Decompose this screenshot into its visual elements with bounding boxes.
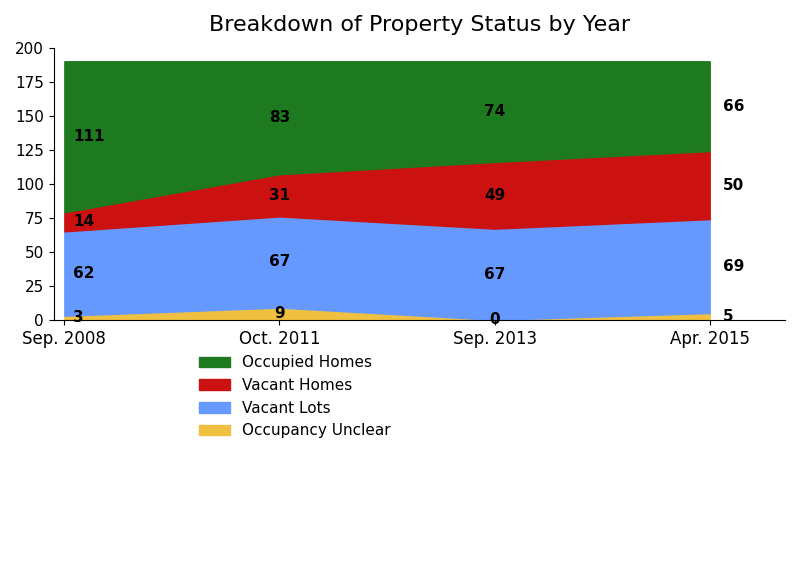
Text: 69: 69 <box>722 258 744 273</box>
Text: 111: 111 <box>73 129 105 144</box>
Text: 3: 3 <box>73 310 83 325</box>
Text: 9: 9 <box>274 306 285 321</box>
Text: 50: 50 <box>722 178 744 193</box>
Legend: Occupied Homes, Vacant Homes, Vacant Lots, Occupancy Unclear: Occupied Homes, Vacant Homes, Vacant Lot… <box>193 349 397 444</box>
Text: 67: 67 <box>484 267 506 282</box>
Text: 31: 31 <box>269 188 290 203</box>
Text: 62: 62 <box>73 266 94 281</box>
Title: Breakdown of Property Status by Year: Breakdown of Property Status by Year <box>209 15 630 35</box>
Text: 14: 14 <box>73 214 94 229</box>
Text: 66: 66 <box>722 99 744 114</box>
Text: 5: 5 <box>722 309 734 324</box>
Text: 0: 0 <box>490 312 500 327</box>
Text: 83: 83 <box>269 110 290 125</box>
Text: 67: 67 <box>269 254 290 269</box>
Text: 49: 49 <box>484 188 506 203</box>
Text: 74: 74 <box>484 104 506 119</box>
